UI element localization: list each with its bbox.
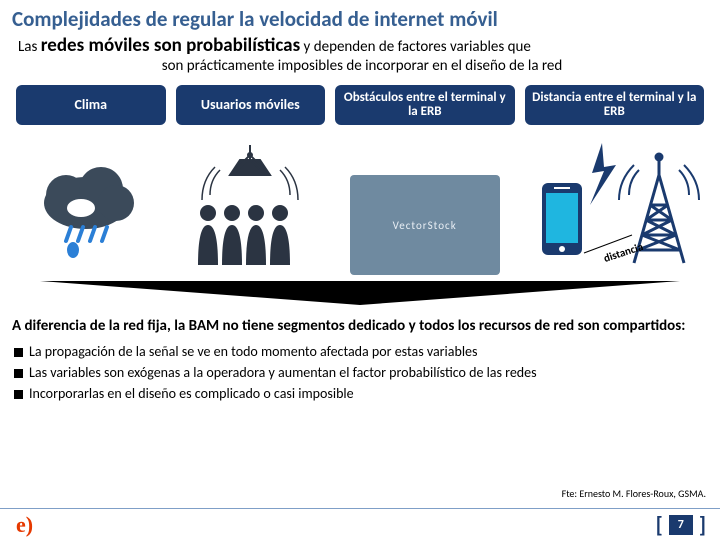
body-bold-text: A diferencia de la red fija, la BAM no t… — [0, 315, 720, 341]
bracket-left-icon: [ — [656, 511, 663, 538]
usuarios-icon — [175, 145, 325, 275]
factor-clima: Clima — [16, 85, 166, 125]
page-number: 7 — [669, 515, 693, 535]
obstaculos-icon: VectorStock — [335, 175, 515, 275]
slide-title: Complejidades de regular la velocidad de… — [0, 0, 720, 34]
bullet-square-icon — [14, 369, 23, 378]
funnel-divider — [40, 281, 680, 305]
bullet-1: La propagación de la señal se ve en todo… — [0, 341, 720, 362]
logo: e) — [16, 512, 33, 538]
factor-obstaculos: Obstáculos entre el terminal y la ERB — [335, 85, 514, 125]
distancia-icon: distancia — [524, 135, 704, 275]
factor-labels-row: Clima Usuarios móviles Obstáculos entre … — [0, 81, 720, 125]
bracket-right-icon: ] — [699, 511, 706, 538]
subtitle-suffix: y dependen de factores variables que — [300, 38, 531, 56]
page-indicator: [ 7 ] — [656, 511, 706, 538]
bullet-square-icon — [14, 348, 23, 357]
bullet-square-icon — [14, 390, 23, 399]
factor-usuarios: Usuarios móviles — [176, 85, 326, 125]
subtitle-line1: Las redes móviles son probabilísticas y … — [0, 34, 720, 57]
bullet-2: Las variables son exógenas a la operador… — [0, 362, 720, 383]
bullet-3-text: Incorporarlas en el diseño es complicado… — [29, 385, 354, 402]
clima-icon — [16, 155, 166, 275]
subtitle-prefix: Las — [18, 38, 41, 56]
subtitle-bold: redes móviles son probabilísticas — [41, 34, 300, 57]
vectorstock-overlay: VectorStock — [350, 175, 500, 275]
source-text: Fte: Ernesto M. Flores-Roux, GSMA. — [562, 487, 706, 500]
factor-distancia: Distancia entre el terminal y la ERB — [525, 85, 704, 125]
bullet-3: Incorporarlas en el diseño es complicado… — [0, 383, 720, 404]
icons-row: VectorStock distancia — [0, 125, 720, 275]
bullet-2-text: Las variables son exógenas a la operador… — [29, 364, 537, 381]
bullet-1-text: La propagación de la señal se ve en todo… — [29, 343, 477, 360]
footer: e) [ 7 ] — [0, 508, 720, 540]
subtitle-line2: son prácticamente imposibles de incorpor… — [0, 57, 720, 81]
